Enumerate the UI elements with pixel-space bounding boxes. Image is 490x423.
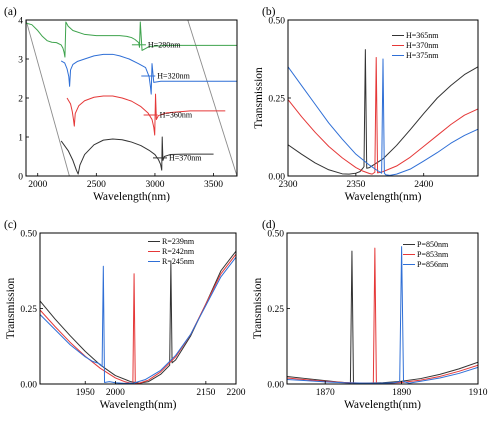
legend-label: P=856nm bbox=[417, 260, 449, 269]
series-line-p-856nm bbox=[287, 246, 478, 384]
panel-b: 2300 2350 2400 0.00 0.25 0.50 Wavelength(nm) Tr… bbox=[253, 6, 479, 203]
x-tick-label: 2400 bbox=[414, 180, 433, 190]
x-tick-label: 2300 bbox=[279, 180, 298, 190]
legend-label: R=239nm bbox=[162, 237, 195, 246]
y-tick-label: 0.25 bbox=[267, 305, 284, 315]
y-tick-label: 3 bbox=[18, 55, 23, 65]
series-line-p-850nm bbox=[287, 250, 478, 384]
plot-frame bbox=[286, 232, 479, 385]
x-tick-label: 1950 bbox=[76, 388, 95, 398]
x-axis-title: Wavelength(nm) bbox=[344, 399, 421, 411]
series-line-h-375nm bbox=[288, 58, 478, 176]
legend-label: H=370nm bbox=[406, 41, 439, 50]
series-line-h-320nm bbox=[60, 53, 237, 95]
y-tick-label: 0.25 bbox=[20, 305, 37, 315]
y-tick-label: 0.00 bbox=[20, 380, 37, 390]
legend-label: P=850nm bbox=[417, 240, 449, 249]
panel-label: (d) bbox=[262, 219, 276, 231]
series-line-r-239nm bbox=[40, 250, 236, 384]
y-tick-label: 1 bbox=[18, 133, 23, 143]
legend-label: R=245nm bbox=[162, 257, 195, 266]
x-tick-label: 2350 bbox=[346, 180, 365, 190]
x-axis-title: Wavelength(nm) bbox=[345, 191, 422, 203]
panel-label: (b) bbox=[262, 6, 276, 18]
y-axis-title: Transmission bbox=[5, 277, 17, 339]
legend-label: H=370nm bbox=[169, 153, 202, 162]
x-axis-title: Wavelength(nm) bbox=[100, 399, 177, 411]
y-tick-label: 0.00 bbox=[268, 172, 285, 182]
series-line-r-245nm bbox=[40, 256, 236, 384]
x-tick-label: 3500 bbox=[204, 180, 223, 190]
x-tick-label: 1890 bbox=[392, 388, 411, 398]
y-tick-label: 0.25 bbox=[268, 94, 285, 104]
x-tick-label: 2000 bbox=[106, 388, 125, 398]
y-tick-label: 0.50 bbox=[268, 16, 285, 26]
guide-line-1 bbox=[26, 20, 70, 176]
legend-label: H=360nm bbox=[160, 111, 193, 120]
y-tick-label: 0.50 bbox=[20, 229, 37, 239]
x-tick-label: 2000 bbox=[28, 180, 47, 190]
x-tick-label: 2200 bbox=[227, 388, 246, 398]
series-line-r-242nm bbox=[40, 253, 236, 384]
legend-label: H=280nm bbox=[148, 40, 181, 49]
legend-label: H=320nm bbox=[157, 72, 190, 81]
y-tick-label: 0.00 bbox=[267, 380, 284, 390]
legend-label: H=375nm bbox=[406, 51, 439, 60]
y-axis-title: Transmission bbox=[252, 277, 264, 339]
x-tick-label: 2500 bbox=[87, 180, 106, 190]
legend-label: P=853nm bbox=[417, 250, 449, 259]
y-axis-title: Transmission bbox=[0, 67, 3, 129]
x-tick-label: 1870 bbox=[316, 388, 335, 398]
y-tick-label: 2 bbox=[18, 94, 23, 104]
panel-d: 1870 1890 1910 0.00 0.25 0.50 Wavelength(nm) Tr… bbox=[252, 219, 488, 411]
y-axis-title: Transmission bbox=[253, 67, 265, 129]
series-line-h-280nm bbox=[26, 21, 237, 58]
guide-line-2 bbox=[187, 20, 237, 176]
plot-frame bbox=[39, 232, 237, 385]
y-tick-label: 0.50 bbox=[267, 229, 284, 239]
x-axis-title: Wavelength(nm) bbox=[93, 191, 170, 203]
x-tick-label: 3000 bbox=[145, 180, 164, 190]
series-line-h-370nm bbox=[60, 136, 214, 175]
panel-c: 1950 2000 2150 2200 0.00 0.25 0.50 Wavelength(n… bbox=[4, 219, 246, 411]
panel-label: (c) bbox=[4, 219, 17, 231]
x-tick-label: 2150 bbox=[196, 388, 215, 398]
series-line-h-360nm bbox=[66, 93, 226, 136]
panel-a: 2000 2500 3000 3500 0 1 2 3 4 Wavelength(nm) Trans… bbox=[0, 6, 238, 203]
panel-label: (a) bbox=[4, 6, 17, 18]
series-line-h-370nm bbox=[288, 56, 478, 175]
y-tick-label: 0 bbox=[18, 172, 23, 182]
legend-label: R=242nm bbox=[162, 247, 195, 256]
series-line-h-365nm bbox=[288, 49, 478, 175]
x-tick-label: 1910 bbox=[469, 388, 488, 398]
y-tick-label: 4 bbox=[18, 16, 23, 26]
legend-label: H=365nm bbox=[406, 31, 439, 40]
series-line-p-853nm bbox=[287, 247, 478, 384]
